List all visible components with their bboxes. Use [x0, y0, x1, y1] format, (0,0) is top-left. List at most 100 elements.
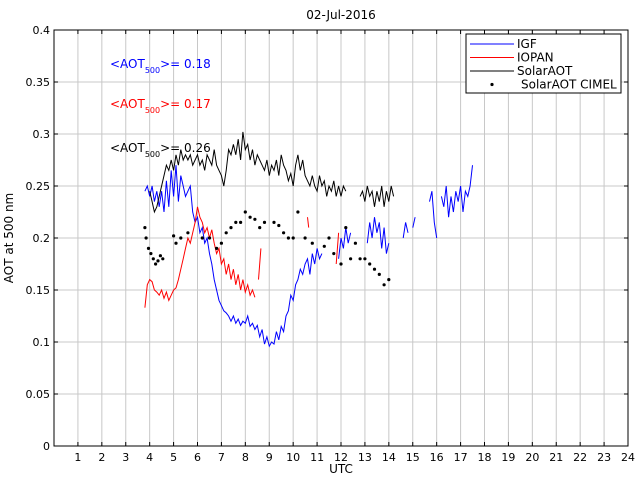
x-tick: 3	[122, 30, 129, 464]
legend-entry-iopan: IOPAN	[470, 51, 554, 65]
solaraot-cimel-point	[146, 246, 151, 250]
mean-annotations: <AOT500>= 0.18<AOT500>= 0.17<AOT500>= 0.…	[110, 57, 211, 159]
solaraot-cimel-point	[229, 226, 233, 230]
solaraot-cimel-point	[353, 241, 357, 245]
x-tick-label: 4	[146, 451, 153, 464]
igf-line-segment	[338, 227, 352, 259]
x-tick-label: 15	[406, 451, 420, 464]
x-tick-label: 23	[597, 451, 611, 464]
solaraot-cimel-point	[344, 226, 348, 230]
solaraot-cimel-point	[186, 231, 190, 235]
series-iopan	[144, 206, 340, 308]
iopan-line-segment	[335, 232, 340, 265]
solaraot-cimel-point	[207, 236, 212, 240]
solaraot-line-segment	[359, 185, 395, 207]
x-tick-label: 1	[74, 451, 81, 464]
x-tick-label: 12	[334, 451, 348, 464]
x-tick: 8	[242, 30, 249, 464]
igf-line-segment	[429, 191, 438, 239]
solaraot-cimel-point	[363, 257, 367, 261]
x-tick: 16	[430, 30, 444, 464]
solaraot-cimel-point	[262, 220, 267, 224]
annotation-value: >= 0.26	[160, 141, 211, 155]
x-tick-label: 2	[98, 451, 105, 464]
solaraot-cimel-point	[172, 234, 176, 238]
x-tick: 13	[358, 30, 372, 464]
solaraot-cimel-point	[151, 257, 155, 261]
x-tick: 23	[597, 30, 611, 464]
solaraot-cimel-point	[258, 226, 262, 230]
x-tick-label: 21	[549, 451, 563, 464]
y-tick-label: 0.4	[33, 24, 51, 37]
solaraot-cimel-point	[161, 257, 165, 261]
solaraot-cimel-point	[303, 236, 307, 240]
solaraot-line-segment	[149, 131, 347, 214]
annotation-value: >= 0.17	[160, 97, 211, 111]
solaraot-cimel-point	[387, 278, 391, 282]
x-tick: 7	[218, 30, 225, 464]
y-tick-label: 0.35	[26, 76, 51, 89]
x-tick: 15	[406, 30, 420, 464]
x-tick: 5	[170, 30, 177, 464]
solaraot-cimel-point	[377, 272, 381, 276]
x-tick: 24	[621, 30, 635, 464]
solaraot-cimel-point	[358, 257, 362, 261]
iopan-line-segment	[307, 217, 310, 228]
x-tick-label: 17	[454, 451, 468, 464]
x-tick: 11	[310, 30, 324, 464]
annotation-prefix: <AOT	[110, 97, 145, 111]
solaraot-cimel-point	[158, 254, 162, 258]
y-tick-label: 0	[43, 440, 50, 453]
solaraot-cimel-point	[310, 241, 314, 245]
x-tick-label: 18	[478, 451, 492, 464]
igf-line-segment	[440, 165, 473, 218]
solaraot-cimel-point	[215, 246, 219, 250]
legend-entry-igf: IGF	[470, 37, 537, 51]
x-tick: 18	[478, 30, 492, 464]
legend-label: IGF	[517, 37, 537, 51]
x-tick: 14	[382, 30, 396, 464]
solaraot-cimel-point	[349, 257, 353, 261]
solaraot-cimel-point	[234, 220, 238, 224]
solaraot-cimel-point	[339, 262, 343, 266]
y-tick: 0.1	[33, 336, 628, 349]
solaraot-cimel-point	[291, 236, 295, 240]
annotation-subscript: 500	[145, 66, 160, 75]
solaraot-cimel-point	[286, 236, 290, 240]
solaraot-cimel-point	[372, 267, 377, 271]
y-tick-label: 0.1	[33, 336, 51, 349]
y-tick: 0.2	[33, 232, 628, 245]
annotation-prefix: <AOT	[110, 141, 145, 155]
y-axis-ticks: 0 0.05 0.1 0.15 0.2 0.25 0.3 0.35 0.4	[26, 24, 628, 453]
solaraot-cimel-point	[253, 217, 257, 221]
y-tick: 0.3	[33, 128, 628, 141]
x-tick-label: 10	[286, 451, 300, 464]
x-tick: 10	[286, 30, 300, 464]
solaraot-cimel-point	[143, 226, 147, 230]
solaraot-cimel-point	[243, 210, 247, 214]
solaraot-cimel-point	[248, 215, 252, 219]
solaraot-cimel-point	[282, 231, 286, 235]
igf-line-segment	[144, 165, 323, 348]
annotation-value: >= 0.18	[160, 57, 211, 71]
series-solaraot	[149, 131, 395, 214]
y-tick-label: 0.25	[26, 180, 51, 193]
y-tick: 0.05	[26, 388, 628, 401]
annotation-prefix: <AOT	[110, 57, 145, 71]
solaraot-cimel-point	[156, 259, 160, 263]
y-tick: 0.35	[26, 76, 628, 89]
igf-line-segment	[402, 222, 409, 239]
y-axis-label: AOT at 500 nm	[2, 193, 16, 283]
solaraot-cimel-point	[179, 236, 183, 240]
x-tick-label: 8	[242, 451, 249, 464]
x-tick-label: 6	[194, 451, 201, 464]
x-tick-label: 22	[573, 451, 587, 464]
series-solaraot-cimel	[143, 210, 391, 287]
y-tick: 0	[43, 440, 628, 453]
x-tick: 12	[334, 30, 348, 464]
solaraot-cimel-point	[219, 241, 223, 245]
solaraot-cimel-point	[224, 231, 228, 235]
solaraot-cimel-point	[174, 241, 178, 245]
mean-annotation: <AOT500>= 0.26	[110, 141, 211, 159]
